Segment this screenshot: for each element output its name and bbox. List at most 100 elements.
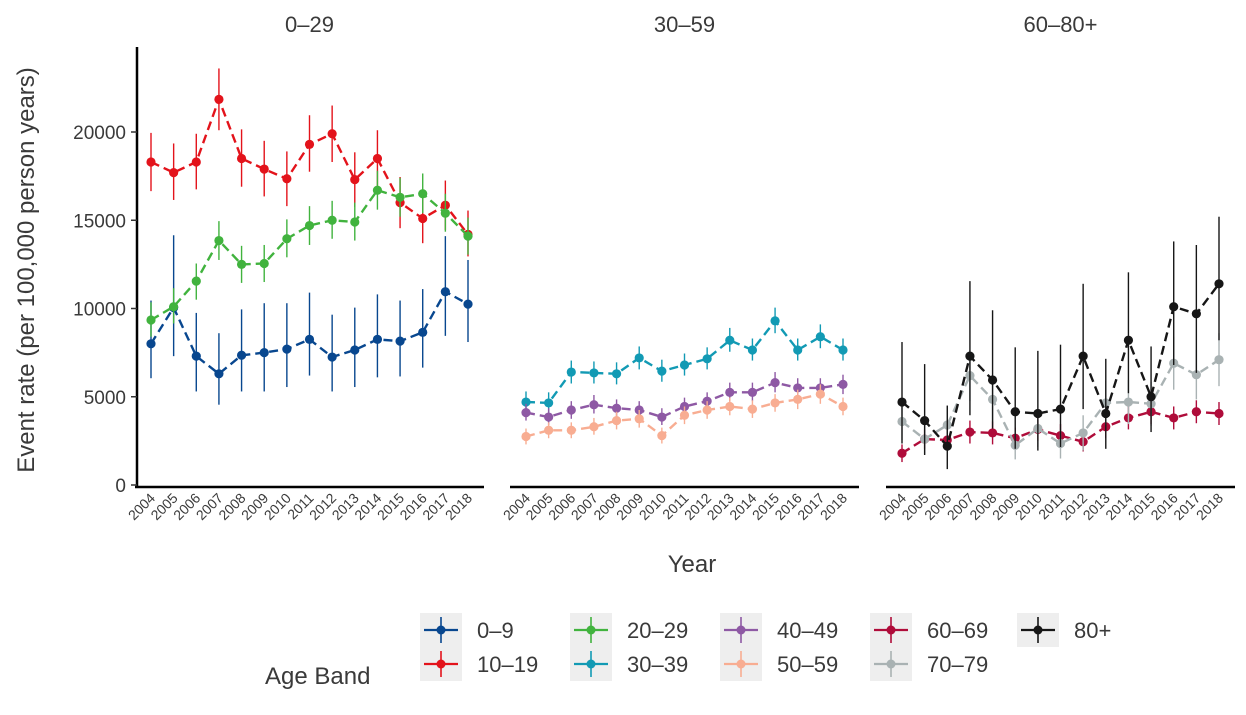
series-40–49: [521, 372, 848, 425]
x-tick-label: 2018: [442, 490, 475, 523]
data-point: [1214, 355, 1224, 365]
legend-key-point: [436, 625, 446, 635]
data-point: [897, 397, 907, 407]
legend-label: 0–9: [477, 618, 514, 643]
data-point: [1191, 309, 1201, 319]
data-point: [1146, 392, 1156, 402]
data-point: [282, 174, 292, 184]
legend-key-point: [586, 625, 596, 635]
x-axis-label: Year: [668, 551, 717, 578]
data-point: [1010, 407, 1020, 417]
legend-label: 60–69: [927, 618, 988, 643]
y-axis-label: Event rate (per 100,000 person years): [13, 67, 40, 473]
data-point: [214, 235, 224, 246]
series-line: [150, 188, 469, 322]
data-point: [259, 258, 269, 269]
data-point: [350, 217, 360, 227]
series-line: [525, 381, 844, 419]
data-point: [566, 425, 576, 435]
data-point: [214, 369, 224, 379]
data-point: [463, 231, 473, 241]
data-point: [372, 153, 383, 164]
panel-title: 30–59: [654, 12, 715, 37]
data-point: [770, 398, 780, 408]
data-point: [611, 415, 622, 426]
data-point: [1078, 351, 1088, 361]
data-point: [747, 345, 758, 355]
data-point: [634, 353, 644, 363]
data-point: [965, 427, 975, 437]
data-point: [793, 383, 803, 393]
data-point: [191, 351, 201, 361]
legend-label: 10–19: [477, 652, 538, 677]
y-tick-label: 20000: [73, 123, 126, 144]
data-point: [589, 400, 599, 410]
data-point: [1033, 408, 1043, 419]
data-point: [544, 425, 554, 435]
y-tick-label: 0: [115, 476, 126, 497]
data-point: [350, 175, 360, 185]
data-point: [372, 185, 383, 195]
data-point: [1055, 404, 1066, 414]
data-point: [372, 334, 383, 344]
legend-item: 10–19: [420, 647, 538, 681]
data-point: [304, 334, 315, 344]
data-point: [815, 332, 825, 342]
data-point: [169, 167, 179, 178]
data-point: [838, 345, 848, 355]
data-point: [236, 259, 247, 269]
data-point: [611, 369, 622, 379]
legend-item: 80+: [1017, 613, 1111, 647]
series-line: [901, 410, 1220, 455]
data-point: [544, 412, 554, 422]
data-point: [1078, 428, 1088, 438]
data-point: [679, 360, 690, 370]
series-0–9: [146, 235, 473, 405]
data-point: [679, 410, 690, 420]
data-point: [1123, 397, 1134, 407]
y-axis: 0 5000 10000 15000 20000: [73, 47, 139, 497]
data-point: [327, 129, 337, 139]
data-point: [725, 401, 735, 412]
legend-item: 70–79: [870, 647, 988, 681]
data-point: [418, 213, 428, 224]
legend: Age Band 0–9 10–19 20–29 30–39 40–49 50–59 60–…: [265, 613, 1111, 690]
series-20–29: [146, 170, 473, 337]
data-point: [1169, 302, 1179, 312]
data-point: [725, 335, 735, 345]
data-point: [942, 441, 952, 451]
data-point: [146, 339, 156, 349]
legend-item: 20–29: [570, 613, 688, 647]
series-30–39: [521, 307, 848, 414]
data-point: [236, 350, 247, 360]
data-point: [327, 215, 337, 225]
data-point: [521, 397, 531, 407]
legend-label: 80+: [1074, 618, 1111, 643]
data-point: [418, 189, 428, 199]
legend-key-point: [436, 659, 446, 669]
data-point: [236, 153, 247, 164]
data-point: [304, 139, 315, 149]
data-point: [965, 351, 975, 361]
data-point: [191, 157, 201, 167]
data-point: [1169, 413, 1179, 423]
panel-1: 0–29200420052006200720082009201020112012…: [125, 12, 484, 523]
data-point: [1214, 408, 1224, 419]
x-tick-label: 2018: [1193, 490, 1226, 523]
data-point: [611, 403, 622, 413]
data-point: [634, 414, 644, 424]
data-point: [770, 378, 780, 388]
data-point: [702, 354, 712, 364]
data-point: [521, 431, 531, 442]
legend-key-point: [736, 625, 746, 635]
legend-item: 0–9: [420, 613, 514, 647]
y-tick-label: 10000: [73, 300, 126, 321]
data-point: [793, 345, 803, 355]
data-point: [327, 352, 337, 362]
legend-item: 30–39: [570, 647, 688, 681]
legend-label: 50–59: [777, 652, 838, 677]
data-point: [770, 316, 780, 326]
y-tick-label: 5000: [84, 388, 126, 409]
legend-label: 20–29: [627, 618, 688, 643]
